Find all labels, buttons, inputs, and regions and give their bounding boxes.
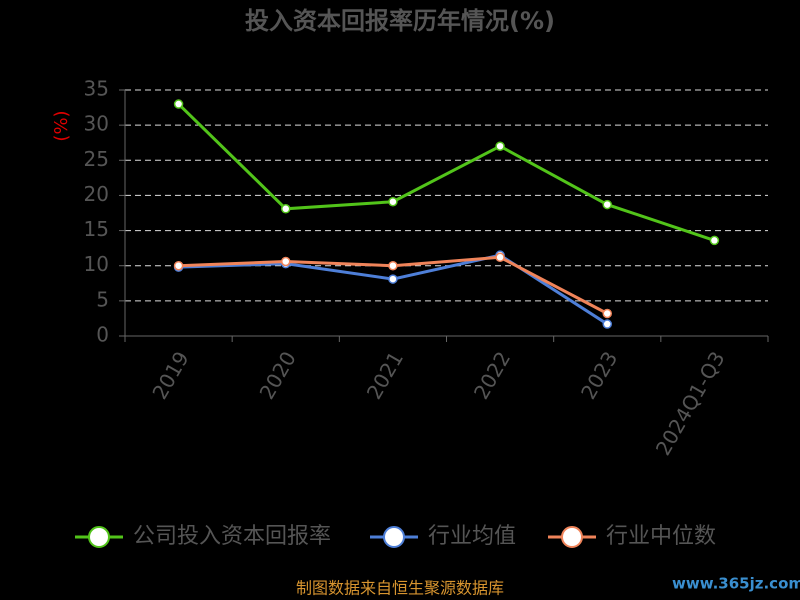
data-point bbox=[173, 260, 184, 271]
data-point bbox=[388, 260, 398, 271]
y-axis-label: (%) bbox=[51, 110, 72, 141]
legend-label: 公司投入资本回报率 bbox=[133, 524, 331, 549]
y-tick-label: 30 bbox=[84, 112, 109, 136]
data-point bbox=[495, 252, 505, 263]
data-point bbox=[602, 199, 612, 210]
data-point bbox=[709, 235, 720, 246]
legend-label: 行业均值 bbox=[428, 524, 516, 549]
data-point bbox=[173, 99, 184, 109]
y-tick-label: 0 bbox=[96, 323, 109, 347]
data-point bbox=[281, 256, 291, 267]
data-point bbox=[388, 274, 398, 284]
y-tick-label: 25 bbox=[84, 147, 109, 171]
data-point bbox=[602, 308, 612, 319]
data-point bbox=[388, 197, 398, 207]
y-tick-label: 10 bbox=[84, 252, 109, 276]
y-tick-label: 5 bbox=[96, 287, 109, 311]
legend-label: 行业中位数 bbox=[606, 524, 716, 549]
data-point bbox=[602, 319, 612, 329]
series-line bbox=[177, 102, 715, 242]
watermark: www.365jz.com bbox=[672, 575, 800, 593]
legend-marker bbox=[561, 526, 583, 548]
data-point bbox=[495, 141, 505, 151]
legend-marker bbox=[383, 526, 405, 548]
source-note: 制图数据来自恒生聚源数据库 bbox=[296, 579, 504, 598]
y-tick-label: 35 bbox=[84, 77, 109, 101]
chart-title: 投入资本回报率历年情况(%) bbox=[245, 7, 555, 35]
data-point bbox=[281, 204, 291, 214]
y-tick-label: 20 bbox=[84, 182, 109, 206]
y-tick-label: 15 bbox=[84, 217, 109, 241]
legend-marker bbox=[88, 526, 110, 548]
